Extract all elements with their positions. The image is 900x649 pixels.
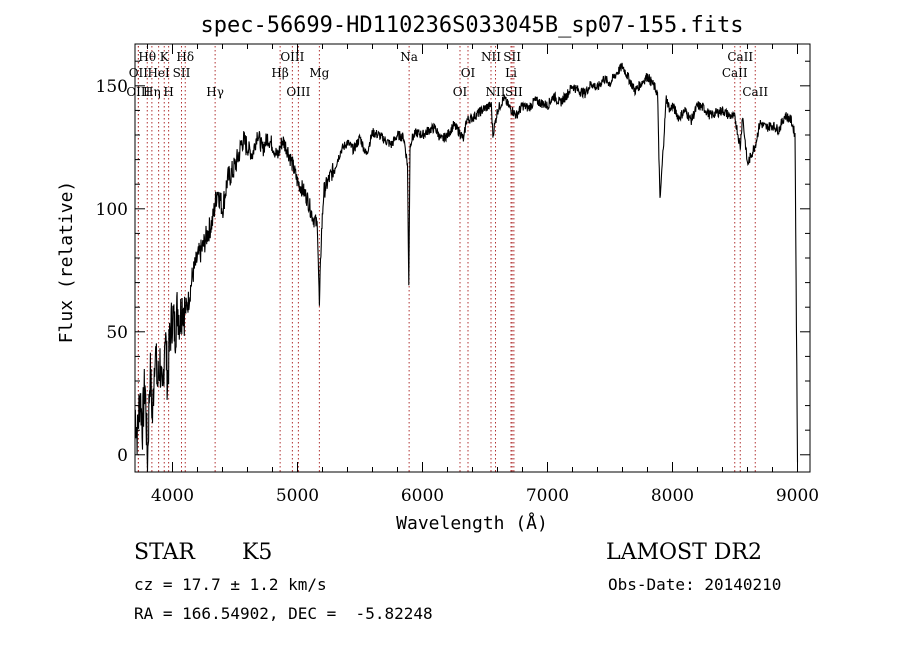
- line-label-22: CaII: [727, 50, 753, 64]
- line-label-6: OIII: [126, 85, 150, 99]
- y-tick-label: 0: [117, 446, 128, 466]
- object-subclass: K5: [242, 540, 273, 565]
- x-tick-label: 4000: [151, 486, 194, 506]
- line-label-24: CaII: [742, 85, 768, 99]
- y-axis-label: Flux (relative): [56, 181, 77, 344]
- x-tick-label: 6000: [401, 486, 444, 506]
- y-tick-label: 100: [96, 200, 128, 220]
- line-label-15: OI: [461, 66, 476, 80]
- line-label-0: Hθ: [138, 50, 156, 64]
- x-axis-label: Wavelength (Å): [396, 512, 548, 534]
- plot-frame: [134, 43, 811, 473]
- line-label-21: SII: [505, 85, 523, 99]
- line-label-18: SII: [503, 50, 521, 64]
- line-label-7: Hη: [143, 85, 161, 99]
- x-tick-label: 9000: [776, 486, 819, 506]
- survey-name: LAMOST DR2: [606, 540, 762, 565]
- x-tick-label: 8000: [651, 486, 694, 506]
- line-label-8: H: [163, 85, 173, 99]
- y-tick-label: 50: [106, 323, 128, 343]
- line-label-12: Mg: [309, 66, 329, 80]
- object-class: STAR: [134, 540, 195, 565]
- line-label-17: NII: [481, 50, 501, 64]
- y-axis: 0 50 100 150: [96, 60, 810, 466]
- line-label-23: CaII: [722, 66, 748, 80]
- line-label-16: OI: [453, 85, 468, 99]
- chart-title: spec-56699-HD110236S033045B_sp07-155.fit…: [200, 13, 743, 38]
- line-label-11: Hβ: [271, 66, 288, 80]
- coordinates-text: RA = 166.54902, DEC = -5.82248: [134, 604, 433, 623]
- line-label-9: Hγ: [206, 85, 224, 99]
- line-label-19: Li: [505, 66, 517, 80]
- line-label-5: SII: [173, 66, 191, 80]
- spectral-line-markers: [137, 46, 756, 472]
- spectrum-line: [134, 62, 799, 471]
- line-label-1: K: [160, 50, 170, 64]
- line-label-2: Hδ: [176, 50, 194, 64]
- obs-date-text: Obs-Date: 20140210: [608, 575, 782, 594]
- x-tick-label: 5000: [276, 486, 319, 506]
- line-label-14: Na: [400, 50, 418, 64]
- line-label-4: HeI: [147, 66, 170, 80]
- y-tick-label: 150: [96, 77, 128, 97]
- x-axis: 4000 5000 6000 7000 8000 9000: [147, 44, 819, 506]
- line-label-13: OIII: [286, 85, 310, 99]
- line-label-10: OIII: [280, 50, 304, 64]
- redshift-text: cz = 17.7 ± 1.2 km/s: [134, 575, 327, 594]
- line-label-3: OII: [129, 66, 149, 80]
- line-label-20: NII: [486, 85, 506, 99]
- x-tick-label: 7000: [526, 486, 569, 506]
